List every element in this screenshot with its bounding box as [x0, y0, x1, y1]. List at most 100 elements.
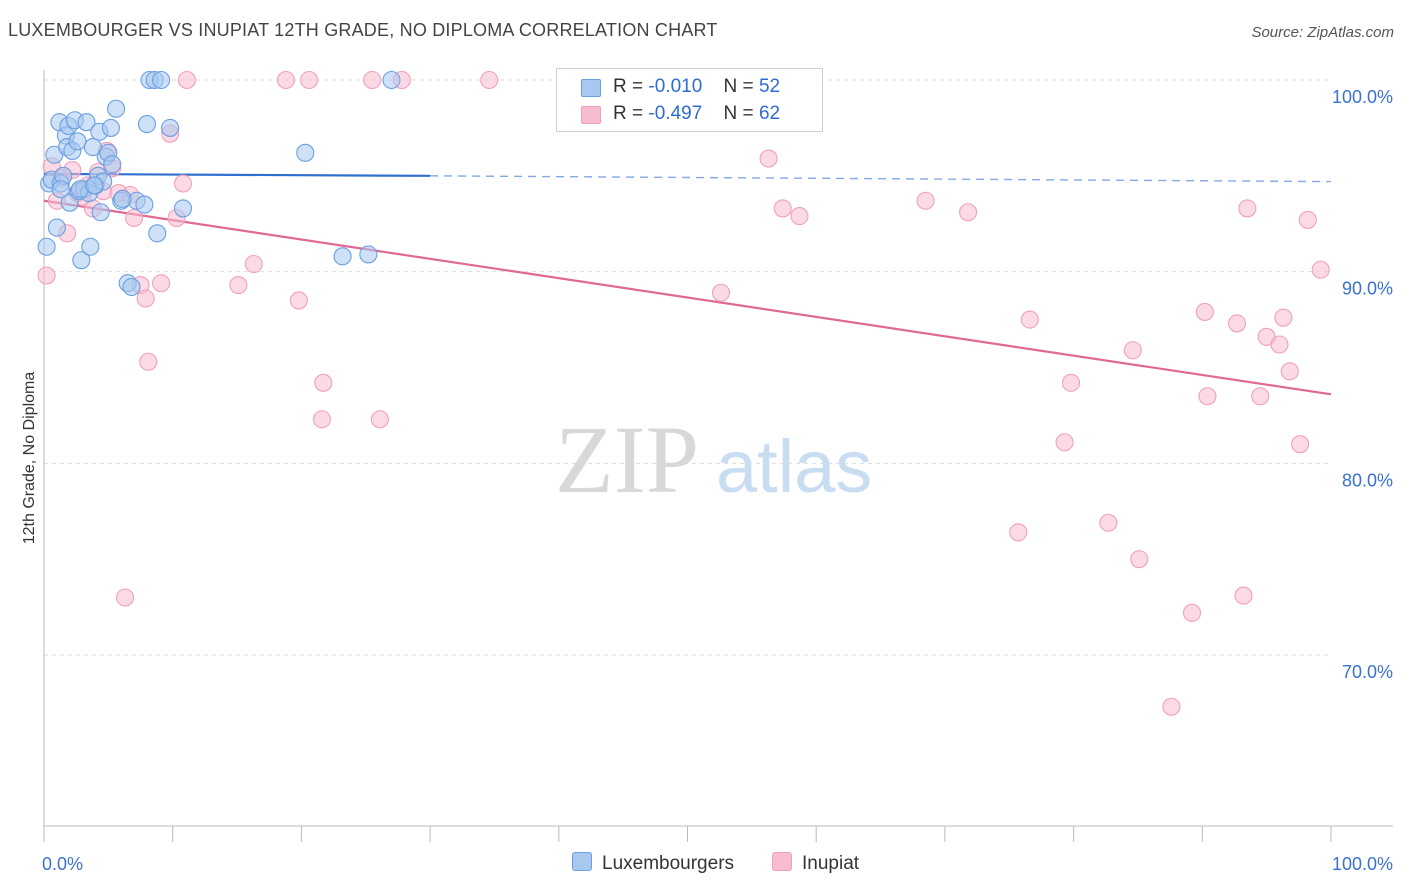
y-axis-label: 12th Grade, No Diploma: [21, 371, 38, 545]
data-point-inupiat: [1195, 302, 1214, 321]
watermark-atlas: atlas: [716, 425, 872, 508]
watermark: ZIP atlas: [555, 406, 872, 513]
data-point-inupiat: [1280, 362, 1299, 381]
data-point-luxembourgers: [137, 115, 157, 134]
data-point-inupiat: [1123, 341, 1142, 360]
data-point-inupiat: [300, 70, 319, 90]
data-point-inupiat: [1162, 697, 1181, 716]
data-point-luxembourgers: [37, 237, 56, 256]
data-point-inupiat: [759, 149, 778, 168]
data-point-inupiat: [1130, 550, 1149, 569]
data-point-inupiat: [152, 274, 171, 293]
axes: [43, 70, 1393, 842]
legend-swatch-pink: [772, 852, 792, 871]
legend-row-luxembourgers: R = -0.010 N = 52: [581, 76, 781, 98]
data-point-inupiat: [1198, 387, 1217, 406]
y-tick-label: 80.0%: [1342, 470, 1393, 490]
legend-r-value: -0.010: [648, 76, 703, 97]
data-point-luxembourgers: [107, 99, 126, 118]
data-point-inupiat: [790, 207, 809, 226]
data-point-inupiat: [229, 276, 248, 295]
data-point-inupiat: [711, 283, 731, 302]
data-point-inupiat: [370, 410, 389, 429]
chart-title: LUXEMBOURGER VS INUPIAT 12TH GRADE, NO D…: [8, 20, 718, 40]
data-point-inupiat: [959, 203, 978, 222]
y-tick-label: 100.0%: [1332, 87, 1393, 107]
grid-lines: [44, 79, 1331, 656]
legend-swatch-blue: [572, 852, 592, 871]
data-point-luxembourgers: [101, 118, 120, 137]
legend-swatch-pink: [581, 106, 601, 124]
data-point-luxembourgers: [47, 218, 66, 237]
legend-item-inupiat[interactable]: Inupiat: [772, 852, 859, 875]
data-point-inupiat: [1238, 199, 1257, 218]
legend-n-label: N =: [723, 76, 754, 97]
data-point-inupiat: [1009, 523, 1028, 542]
legend-row-inupiat: R = -0.497 N = 62: [581, 103, 780, 125]
legend-r-label: R =: [613, 76, 644, 97]
legend-label: Inupiat: [802, 853, 860, 874]
data-point-luxembourgers: [68, 132, 87, 151]
watermark-zip: ZIP: [555, 406, 699, 513]
legend-item-luxembourgers[interactable]: Luxembourgers: [572, 852, 734, 875]
data-point-inupiat: [244, 254, 263, 274]
data-point-luxembourgers: [81, 237, 100, 256]
y-tick-label: 90.0%: [1342, 279, 1393, 299]
data-point-inupiat: [916, 191, 935, 210]
legend-r-label: R =: [613, 103, 644, 124]
data-point-inupiat: [1311, 260, 1330, 279]
data-point-inupiat: [289, 291, 308, 310]
legend-n-label: N =: [723, 103, 754, 124]
data-point-inupiat: [480, 70, 499, 90]
x-tick-label: 0.0%: [42, 854, 83, 874]
trend-line-dashed-luxembourgers: [430, 175, 1332, 183]
data-point-inupiat: [312, 410, 332, 429]
data-point-luxembourgers: [152, 70, 171, 90]
data-point-inupiat: [1020, 310, 1039, 329]
data-point-luxembourgers: [161, 118, 180, 137]
data-point-inupiat: [136, 289, 155, 308]
legend-n-value: 52: [758, 76, 781, 97]
data-point-inupiat: [116, 588, 135, 607]
data-point-inupiat: [177, 70, 196, 90]
data-point-luxembourgers: [173, 199, 193, 218]
data-point-inupiat: [173, 174, 193, 193]
y-tick-label: 70.0%: [1342, 662, 1393, 682]
source-label: Source: ZipAtlas.com: [1251, 24, 1394, 41]
data-point-inupiat: [276, 70, 296, 90]
stats-legend: R = -0.010 N = 52 R = -0.497 N = 62: [556, 68, 823, 132]
data-point-inupiat: [1055, 433, 1074, 452]
data-point-inupiat: [773, 199, 792, 218]
data-point-luxembourgers: [333, 247, 352, 266]
data-point-inupiat: [363, 70, 382, 90]
data-point-inupiat: [1227, 314, 1247, 333]
data-point-luxembourgers: [359, 245, 378, 264]
legend-swatch-blue: [581, 79, 601, 97]
data-point-inupiat: [1234, 586, 1253, 605]
data-point-inupiat: [1274, 308, 1293, 327]
data-point-inupiat: [1298, 210, 1317, 229]
data-point-inupiat: [1099, 513, 1118, 532]
data-point-luxembourgers: [91, 203, 110, 222]
data-point-inupiat: [1182, 603, 1202, 622]
data-point-luxembourgers: [72, 251, 91, 270]
trend-line-inupiat: [43, 199, 1332, 396]
legend-r-value: -0.497: [648, 103, 703, 124]
x-tick-label: 100.0%: [1332, 854, 1393, 874]
data-point-inupiat: [1251, 387, 1270, 406]
data-point-luxembourgers: [85, 176, 104, 195]
data-point-luxembourgers: [148, 224, 167, 243]
data-point-luxembourgers: [382, 70, 401, 90]
tick-labels: 100.0% 90.0% 80.0% 70.0% 0.0% 100.0%: [42, 87, 1393, 874]
data-point-inupiat: [139, 352, 158, 371]
data-point-inupiat: [1270, 335, 1289, 354]
data-point-inupiat: [314, 373, 333, 392]
data-point-luxembourgers: [135, 195, 154, 214]
data-point-inupiat: [125, 208, 144, 228]
data-point-luxembourgers: [103, 155, 122, 174]
data-point-luxembourgers: [113, 189, 132, 208]
data-points: [37, 70, 1330, 716]
data-point-inupiat: [1061, 373, 1081, 392]
data-point-inupiat: [1291, 435, 1310, 454]
